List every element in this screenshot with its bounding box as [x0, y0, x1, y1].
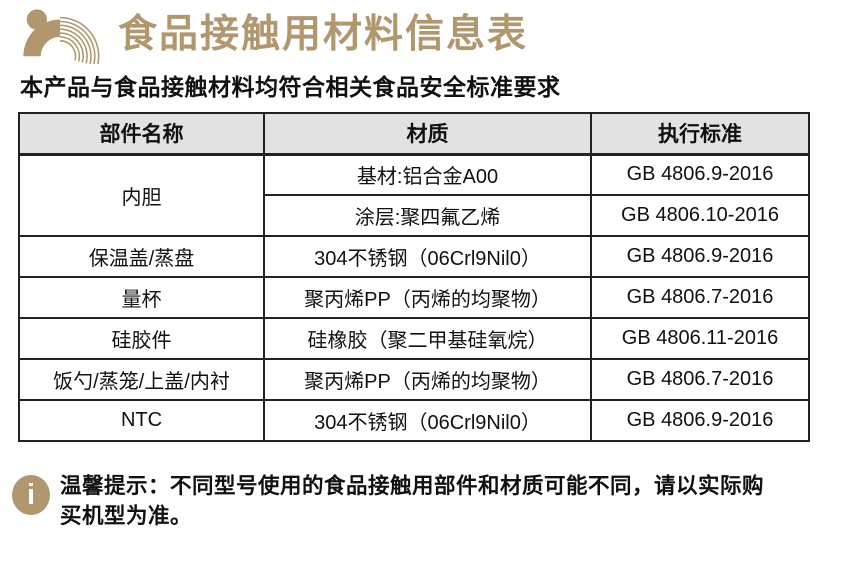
part-cell: 量杯 [18, 276, 265, 319]
materials-table: 部件名称 材质 执行标准 内胆 基材:铝合金A00 GB 4806.9-2016… [18, 112, 810, 442]
compliance-statement: 本产品与食品接触材料均符合相关食品安全标准要求 [20, 74, 561, 100]
table-row: 保温盖/蒸盘 304不锈钢（06Crl9Nil0） GB 4806.9-2016 [18, 235, 810, 278]
info-icon: i [12, 475, 50, 515]
table-row: 硅胶件 硅橡胶（聚二甲基硅氧烷） GB 4806.11-2016 [18, 317, 810, 360]
table-row: 饭勺/蒸笼/上盖/内衬 聚丙烯PP（丙烯的均聚物） GB 4806.7-2016 [18, 358, 810, 401]
table-header-row: 部件名称 材质 执行标准 [18, 112, 810, 156]
material-cell: 聚丙烯PP（丙烯的均聚物） [263, 276, 592, 319]
table-row: 涂层:聚四氟乙烯 GB 4806.10-2016 [19, 194, 810, 237]
notice-text: 温馨提示：不同型号使用的食品接触用部件和材质可能不同，请以实际购 买机型为准。 [60, 471, 764, 531]
standard-cell: GB 4806.9-2016 [590, 153, 810, 196]
table-row: 内胆 基材:铝合金A00 GB 4806.9-2016 [18, 153, 810, 237]
material-cell: 304不锈钢（06Crl9Nil0） [263, 235, 592, 278]
notice-line: 温馨提示：不同型号使用的食品接触用部件和材质可能不同，请以实际购 [60, 474, 765, 498]
standard-cell: GB 4806.9-2016 [590, 235, 810, 278]
column-header-material: 材质 [263, 112, 592, 156]
column-header-standard: 执行标准 [590, 112, 810, 156]
standard-cell: GB 4806.9-2016 [590, 399, 810, 442]
material-cell: 聚丙烯PP（丙烯的均聚物） [263, 358, 592, 401]
standard-cell: GB 4806.7-2016 [590, 358, 810, 401]
material-cell: 涂层:聚四氟乙烯 [263, 194, 592, 237]
page-title: 食品接触用材料信息表 [118, 13, 529, 56]
part-cell: 内胆 [18, 153, 265, 237]
standard-cell: GB 4806.7-2016 [590, 276, 810, 319]
table-row: NTC 304不锈钢（06Crl9Nil0） GB 4806.9-2016 [18, 399, 810, 442]
material-cell: 304不锈钢（06Crl9Nil0） [263, 399, 592, 442]
page-header: 食品接触用材料信息表 [12, 6, 528, 64]
brand-arc-logo-icon [23, 9, 100, 64]
material-cell: 硅橡胶（聚二甲基硅氧烷） [263, 317, 592, 360]
part-cell: 保温盖/蒸盘 [18, 235, 265, 278]
notice-line: 买机型为准。 [60, 504, 193, 528]
material-cell: 基材:铝合金A00 [263, 153, 592, 196]
part-cell: NTC [18, 399, 265, 442]
part-cell: 饭勺/蒸笼/上盖/内衬 [18, 358, 265, 401]
standard-cell: GB 4806.11-2016 [590, 317, 810, 360]
standard-cell: GB 4806.10-2016 [590, 194, 810, 237]
table-row: 量杯 聚丙烯PP（丙烯的均聚物） GB 4806.7-2016 [18, 276, 810, 319]
column-header-part: 部件名称 [18, 112, 265, 156]
notice: i 温馨提示：不同型号使用的食品接触用部件和材质可能不同，请以实际购 买机型为准… [12, 471, 832, 531]
part-cell: 硅胶件 [18, 317, 265, 360]
